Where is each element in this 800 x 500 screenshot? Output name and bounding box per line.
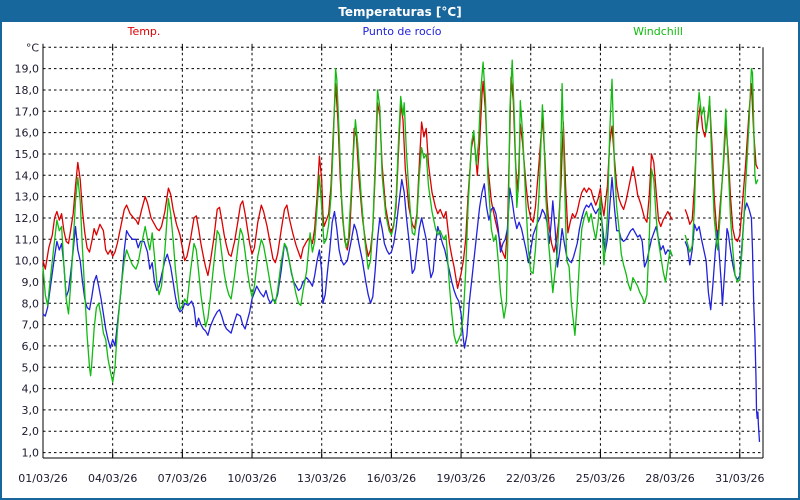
y-tick-label: 2,0 xyxy=(22,425,40,438)
x-tick-label: 31/03/26 xyxy=(715,472,764,485)
legend-item-temp: Temp. xyxy=(127,25,161,38)
y-tick-label: 11,0 xyxy=(15,233,40,246)
y-tick-label: 18,0 xyxy=(15,84,40,97)
x-tick-label: 07/03/26 xyxy=(158,472,207,485)
y-tick-label: 5,0 xyxy=(22,361,40,374)
series-dewpoint-line xyxy=(42,176,673,349)
window-title: Temperaturas [°C] xyxy=(338,5,462,19)
x-tick-label: 13/03/26 xyxy=(297,472,346,485)
y-tick-label: 17,0 xyxy=(15,105,40,118)
legend-item-dewpoint: Punto de rocío xyxy=(362,25,442,38)
series-windchill-line xyxy=(42,59,674,383)
x-tick-label: 04/03/26 xyxy=(88,472,137,485)
y-tick-label: 6,0 xyxy=(22,340,40,353)
y-tick-label: 10,0 xyxy=(15,255,40,268)
series-dewpoint-line xyxy=(684,202,761,442)
y-tick-label: 4,0 xyxy=(22,383,40,396)
x-tick-label: 19/03/26 xyxy=(436,472,485,485)
series-windchill-line xyxy=(684,67,759,283)
y-tick-label: 19,0 xyxy=(15,63,40,76)
y-tick-label: 16,0 xyxy=(15,127,40,140)
x-tick-label: 28/03/26 xyxy=(645,472,694,485)
y-tick-label: 14,0 xyxy=(15,169,40,182)
y-tick-label: 3,0 xyxy=(22,404,40,417)
y-tick-label: 12,0 xyxy=(15,212,40,225)
y-tick-label: 7,0 xyxy=(22,319,40,332)
window-titlebar: Temperaturas [°C] xyxy=(2,2,798,22)
x-tick-label: 22/03/26 xyxy=(506,472,555,485)
y-tick-label: 13,0 xyxy=(15,191,40,204)
series-temp-line xyxy=(42,76,673,289)
x-tick-label: 16/03/26 xyxy=(367,472,416,485)
y-tick-label: 9,0 xyxy=(22,276,40,289)
x-tick-label: 25/03/26 xyxy=(576,472,625,485)
y-axis-unit-label: °C xyxy=(26,41,40,54)
y-tick-label: 15,0 xyxy=(15,148,40,161)
legend-item-windchill: Windchill xyxy=(633,25,683,38)
x-tick-label: 01/03/26 xyxy=(18,472,67,485)
x-tick-label: 10/03/26 xyxy=(227,472,276,485)
y-tick-label: 8,0 xyxy=(22,297,40,310)
y-tick-label: 1,0 xyxy=(22,447,40,460)
chart-legend: Temp. Punto de rocío Windchill xyxy=(2,25,798,41)
